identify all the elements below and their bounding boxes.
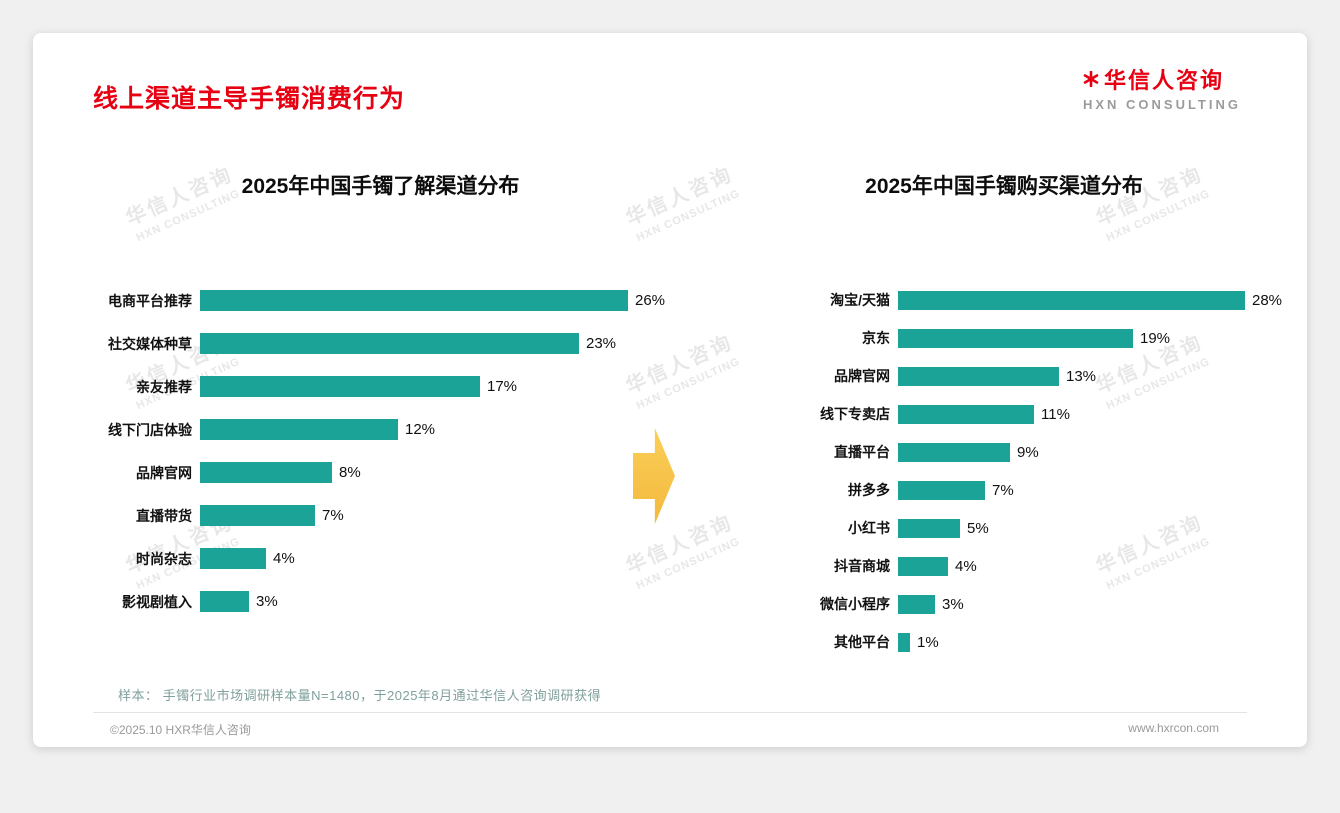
bar [200,462,332,483]
bar-row: 其他平台 1% [780,632,1298,652]
bar [898,290,1245,310]
bar [200,419,398,440]
bar [898,556,948,576]
value-label: 28% [1252,291,1283,309]
value-label: 7% [322,507,344,524]
logo-text-en: HXN CONSULTING [1082,97,1241,112]
category-label: 社交媒体种草 [108,335,192,352]
logo-text-cn: 华信人咨询 [1103,68,1224,93]
bar [898,632,910,652]
page-title: 线上渠道主导手镯消费行为 [93,85,406,113]
value-label: 13% [1066,367,1097,385]
copyright-text: ©2025.10 HXR华信人咨询 [110,723,251,737]
category-label: 品牌官网 [834,368,890,384]
value-label: 11% [1041,405,1070,423]
bar-row: 直播平台 9% [780,442,1298,462]
bar [200,290,628,311]
category-label: 线下专卖店 [820,406,890,422]
category-label: 亲友推荐 [136,378,192,395]
value-label: 8% [339,464,361,481]
website-text: www.hxrcon.com [1128,721,1219,735]
value-label: 3% [942,595,964,613]
bar [898,404,1034,424]
category-label: 电商平台推荐 [108,292,192,309]
bar [898,518,960,538]
bar-row: 影视剧植入 3% [80,591,681,612]
bar [200,591,249,612]
value-label: 3% [256,593,278,610]
sample-note: 样本： 手镯行业市场调研样本量N=1480，于2025年8月通过华信人咨询调研获… [118,688,602,703]
value-label: 1% [917,633,939,651]
bar-row: 拼多多 7% [780,480,1298,500]
bar-row: 抖音商城 4% [780,556,1298,576]
bar-row: 电商平台推荐 26% [80,290,681,311]
value-label: 4% [955,557,977,575]
value-label: 4% [273,550,295,567]
bar-row: 社交媒体种草 23% [80,333,681,354]
bar-row: 微信小程序 3% [780,594,1298,614]
bar-row: 品牌官网 8% [80,462,681,483]
purchase-channel-chart: 2025年中国手镯购买渠道分布 淘宝/天猫 28% 京东 19% 品牌官网 13% 线下专卖… [780,170,1298,670]
value-label: 19% [1140,329,1171,347]
category-label: 直播平台 [834,444,890,460]
bar [898,328,1133,348]
value-label: 26% [635,292,666,309]
understanding-channel-chart: 2025年中国手镯了解渠道分布 电商平台推荐 26% 社交媒体种草 23% 亲友推荐 17… [80,170,681,634]
value-label: 23% [586,335,617,352]
category-label: 拼多多 [848,482,890,498]
bar-row: 品牌官网 13% [780,366,1298,386]
category-label: 影视剧植入 [122,593,192,610]
category-label: 直播带货 [136,507,192,524]
chart-title-left: 2025年中国手镯了解渠道分布 [241,175,520,198]
value-label: 9% [1017,443,1039,461]
category-label: 其他平台 [834,634,890,650]
bar [200,333,579,354]
asterisk-logo-icon [1083,71,1099,87]
bar [200,548,266,569]
bar [898,594,935,614]
slide-card: 华信人咨询 HXN CONSULTING 华信人咨询 HXN CONSULTING 华信… [33,33,1307,747]
bar-row: 线下门店体验 12% [80,419,681,440]
company-logo: 华信人咨询 HXN CONSULTING [1083,63,1241,112]
chart-rows-right: 淘宝/天猫 28% 京东 19% 品牌官网 13% 线下专卖店 11% 直播平台 9% 拼多多 7% 小… [780,290,1298,652]
category-label: 线下门店体验 [108,421,192,438]
value-label: 5% [967,519,989,537]
category-label: 京东 [862,330,890,346]
category-label: 小红书 [848,520,890,536]
footer-bar: ©2025.10 HXR华信人咨询 www.hxrcon.com [110,721,1219,738]
bar-row: 直播带货 7% [80,505,681,526]
category-label: 抖音商城 [834,558,890,574]
bar [898,480,985,500]
bar-row: 小红书 5% [780,518,1298,538]
category-label: 微信小程序 [820,596,890,612]
value-label: 12% [405,421,436,438]
chart-title-right: 2025年中国手镯购买渠道分布 [865,175,1143,198]
category-label: 淘宝/天猫 [830,292,890,308]
footer-divider [93,712,1247,713]
bar [200,505,315,526]
bar-row: 京东 19% [780,328,1298,348]
bar-row: 亲友推荐 17% [80,376,681,397]
bar [200,376,480,397]
value-label: 17% [487,378,518,395]
bar-row: 淘宝/天猫 28% [780,290,1298,310]
bar [898,442,1010,462]
category-label: 时尚杂志 [136,550,192,567]
bar-row: 时尚杂志 4% [80,548,681,569]
chart-rows-left: 电商平台推荐 26% 社交媒体种草 23% 亲友推荐 17% 线下门店体验 12% 品牌官网 8%… [80,290,681,612]
bar-row: 线下专卖店 11% [780,404,1298,424]
bar [898,366,1059,386]
category-label: 品牌官网 [136,464,192,481]
value-label: 7% [992,481,1014,499]
